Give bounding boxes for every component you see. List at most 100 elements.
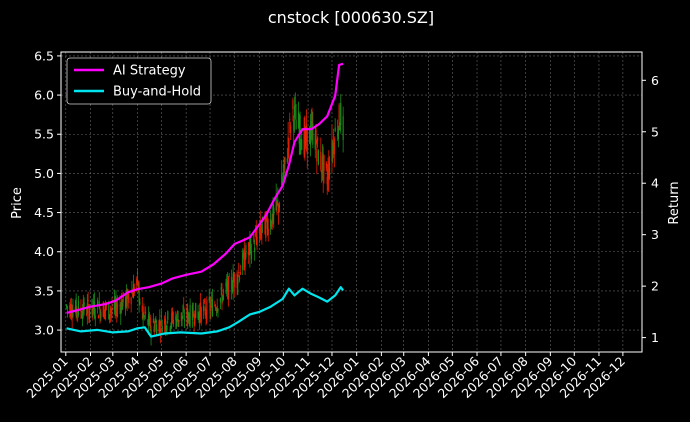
candle-body — [299, 115, 301, 141]
plot-frame — [60, 51, 643, 353]
candle-body — [289, 118, 291, 121]
candle-body — [81, 311, 84, 320]
candle-body — [182, 312, 184, 319]
left-y-tick-label: 3.5 — [34, 283, 54, 298]
candle-body — [211, 299, 213, 301]
candle-body — [306, 127, 308, 154]
candle-body — [74, 307, 76, 311]
candle-body — [242, 252, 245, 258]
candle-body — [205, 312, 207, 316]
candle-body — [232, 273, 234, 291]
candle-body — [161, 325, 163, 333]
candle-body — [215, 310, 218, 312]
candle-body — [200, 307, 202, 323]
candle-body — [328, 167, 331, 176]
candle-body — [216, 306, 218, 312]
candle-body — [122, 292, 124, 303]
candle-body — [75, 298, 77, 316]
candle-body — [227, 277, 229, 300]
candle-body — [248, 243, 250, 247]
candle-body — [89, 311, 91, 316]
candle-body — [211, 299, 214, 316]
candle-body — [332, 145, 334, 151]
candle-body — [86, 303, 88, 315]
left-y-axis: 3.0 3.5 4.0 4.5 5.0 5.5 6.0 6.5 — [34, 48, 61, 338]
candle-body — [337, 128, 339, 139]
candle-body — [203, 300, 206, 303]
candle-body — [256, 236, 258, 247]
candle-body — [309, 125, 312, 146]
candle-body — [109, 311, 112, 313]
candle-body — [144, 311, 147, 314]
candle-body — [261, 229, 263, 233]
candle-body — [97, 300, 99, 305]
candle-body — [104, 309, 106, 312]
candle-body — [180, 312, 182, 322]
candle-body — [153, 325, 155, 333]
candle-body — [258, 228, 261, 233]
candle-body — [111, 306, 113, 311]
candle-body — [71, 314, 73, 318]
candle-body — [143, 306, 145, 315]
candle-body — [217, 309, 219, 312]
candle-body — [132, 293, 134, 298]
candle-body — [204, 306, 206, 315]
candle-body — [169, 327, 171, 329]
candle-body — [77, 300, 80, 315]
ai-strategy-line — [66, 62, 344, 314]
candle-body — [167, 311, 169, 320]
candle-body — [148, 314, 150, 326]
candle-body — [317, 150, 320, 165]
candle-body — [289, 125, 292, 134]
candle-body — [69, 304, 72, 317]
candle-body — [321, 156, 324, 173]
candle-body — [208, 297, 210, 301]
candle-body — [244, 259, 246, 268]
candle-body — [149, 317, 151, 329]
candle-body — [267, 228, 269, 235]
candle-body — [259, 221, 261, 236]
candle-body — [282, 171, 284, 178]
candle-body — [176, 312, 178, 315]
candle-body — [230, 277, 233, 289]
right-y-tick-label: 1 — [651, 330, 659, 345]
candle-body — [292, 99, 294, 110]
right-y-tick-label: 6 — [651, 73, 659, 88]
candle-body — [228, 275, 230, 277]
candle-body — [160, 329, 162, 333]
candle-body — [250, 237, 252, 245]
candle-body — [85, 314, 88, 316]
candle-body — [65, 305, 68, 307]
candle-body — [328, 161, 330, 181]
candle-body — [281, 180, 284, 184]
candle-body — [287, 136, 289, 145]
candle-body — [243, 247, 245, 270]
candle-body — [210, 305, 212, 312]
candle-body — [254, 234, 257, 235]
candle-body — [172, 319, 174, 325]
candle-body — [139, 302, 141, 304]
candle-body — [270, 225, 273, 227]
candle-body — [197, 311, 199, 319]
candle-body — [137, 281, 139, 291]
candle-body — [105, 304, 107, 311]
candle-body — [119, 304, 121, 307]
candle-body — [236, 272, 238, 289]
candle-body — [171, 312, 173, 324]
candle-body — [320, 151, 322, 170]
candle-body — [332, 142, 335, 155]
candle-body — [103, 306, 105, 319]
candle-body — [214, 304, 216, 306]
candle-body — [164, 319, 167, 329]
candle-body — [125, 290, 127, 305]
candle-body — [136, 272, 139, 275]
candle-body — [175, 316, 177, 320]
candle-body — [94, 315, 96, 319]
candle-body — [275, 196, 277, 211]
candle-body — [192, 311, 194, 317]
left-y-tick-label: 5.5 — [34, 127, 54, 142]
left-y-axis-title: Price — [10, 187, 25, 219]
candle-body — [270, 219, 272, 228]
candle-body — [164, 318, 166, 325]
